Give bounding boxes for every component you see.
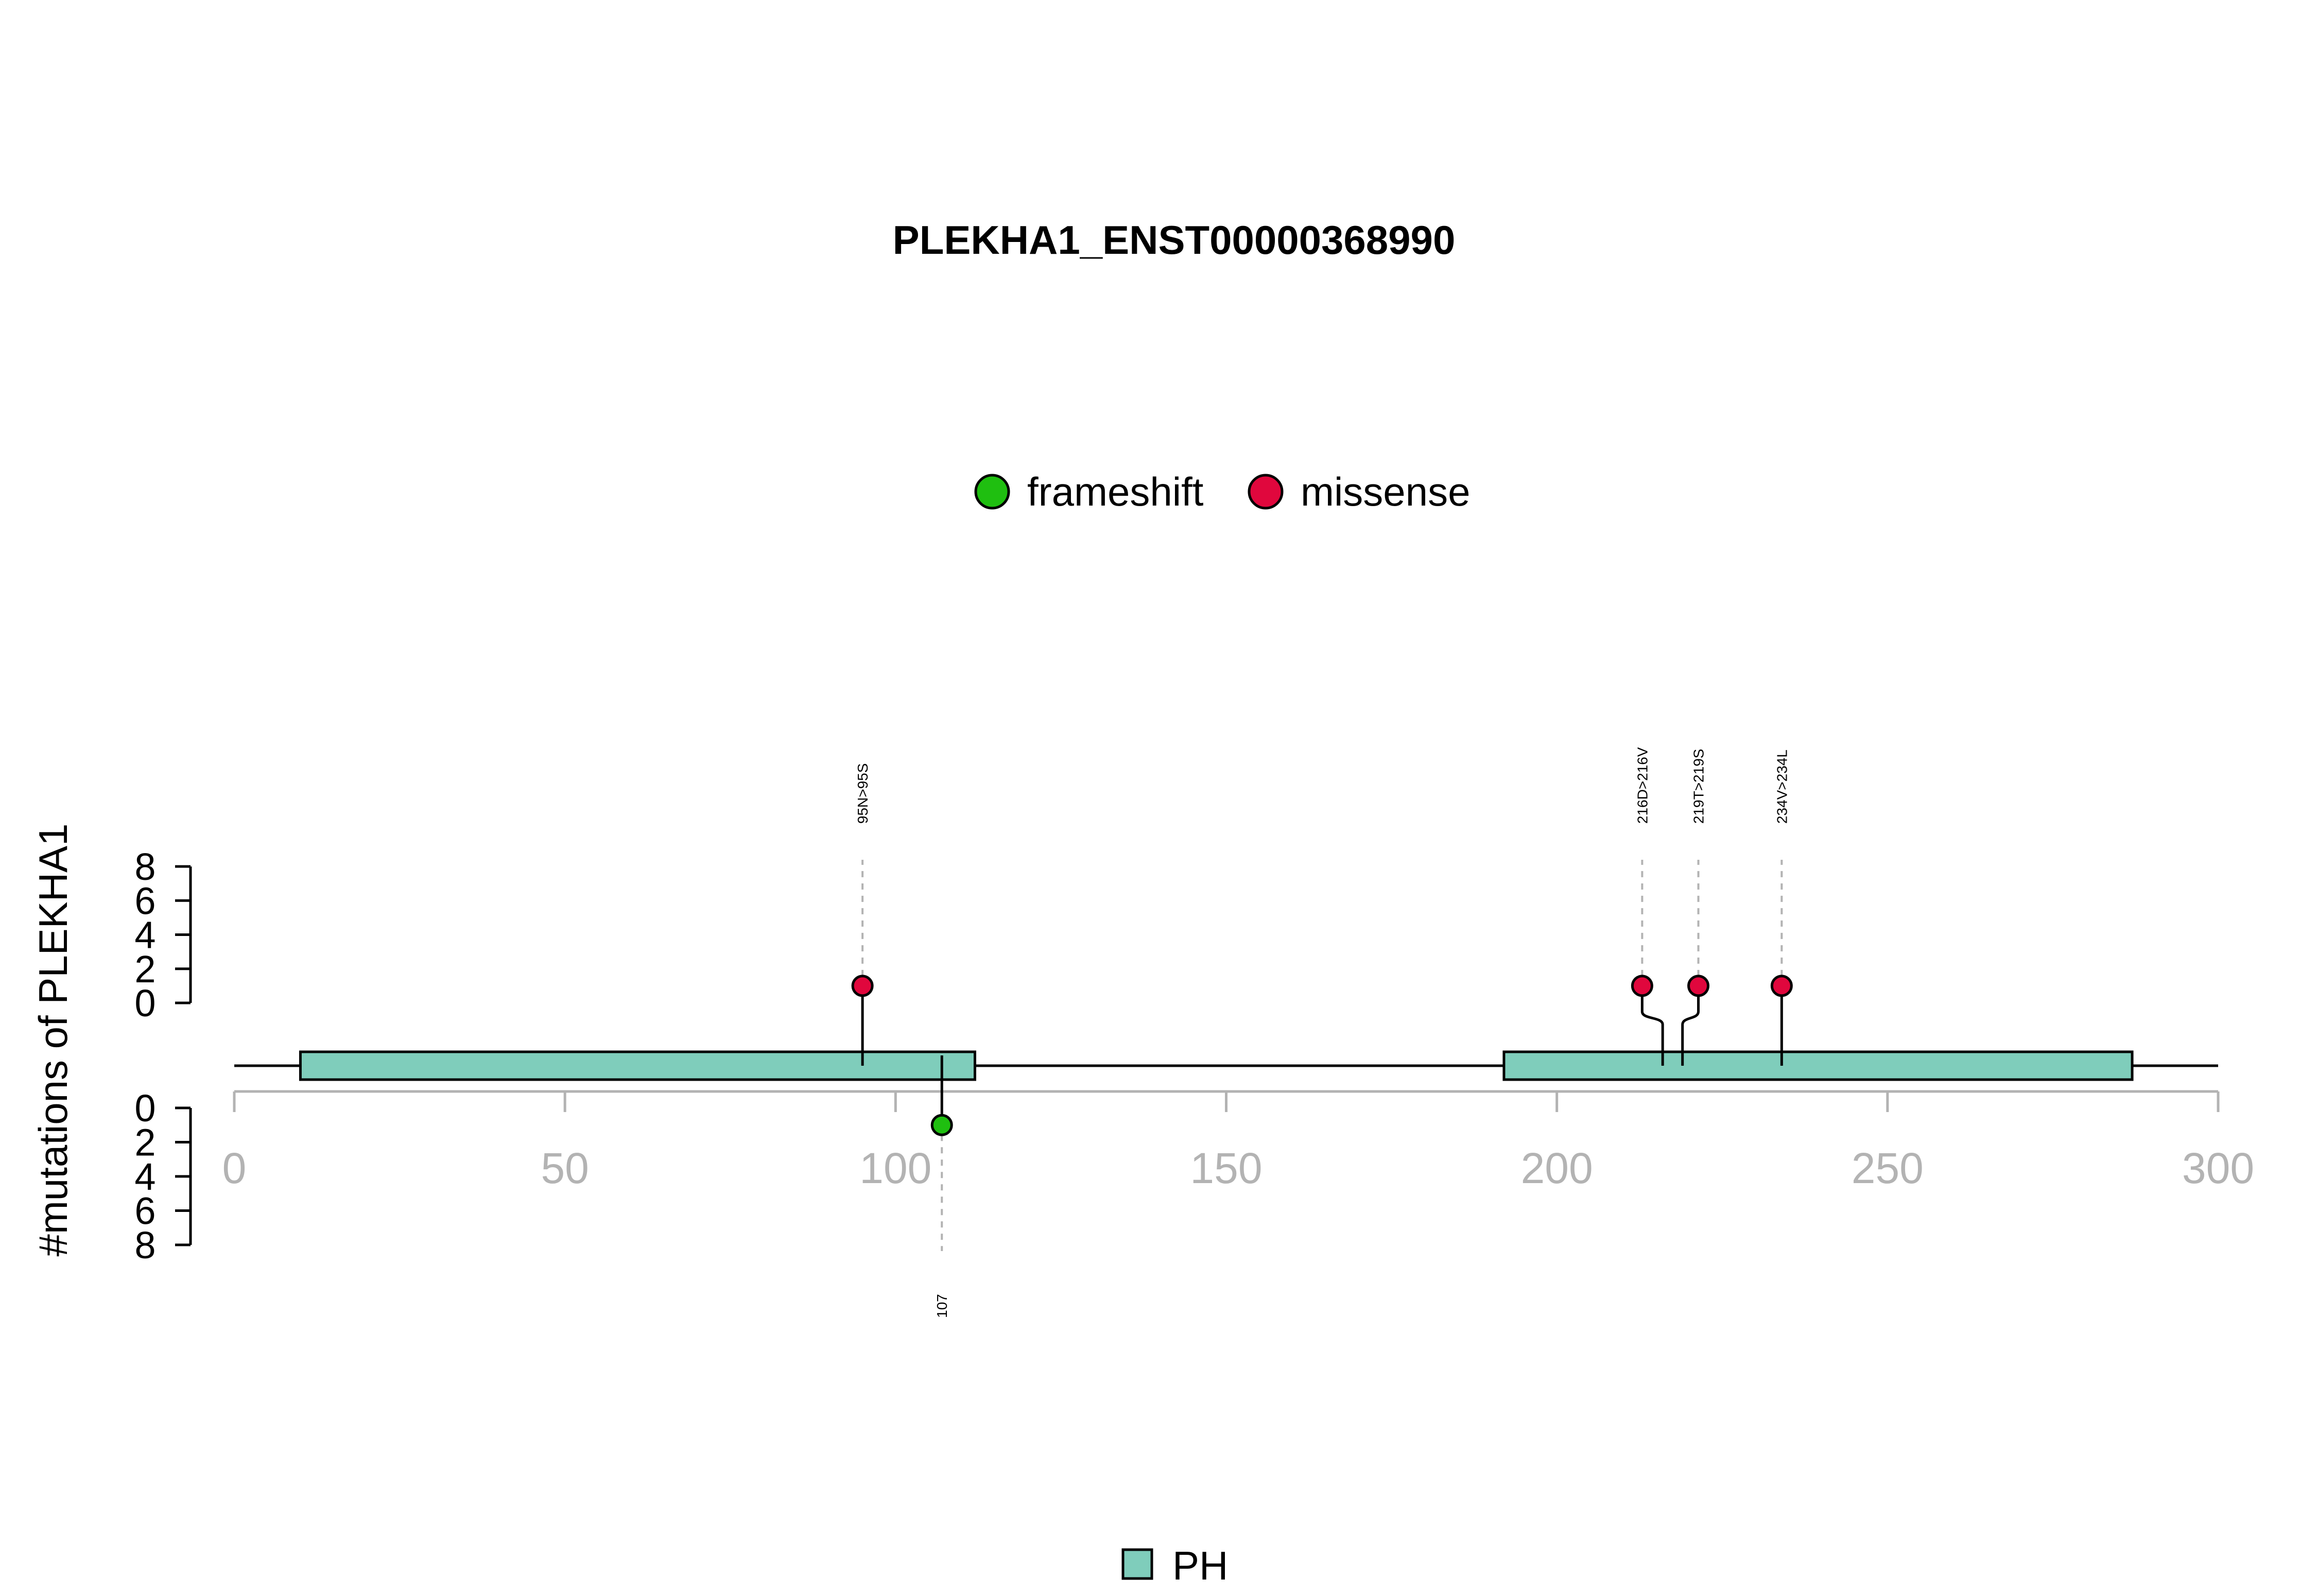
legend-label-frameshift: frameshift: [1027, 469, 1204, 514]
mutation-label-219T>219S: 219T>219S: [1691, 749, 1707, 824]
mutation-label-95N>95S: 95N>95S: [855, 763, 871, 824]
lower-y-tick-label: 8: [134, 1224, 155, 1267]
mutation-marker-234V>234L: [1770, 975, 1793, 997]
mutation-marker-216D>216V: [1631, 975, 1653, 997]
upper-y-tick-label: 2: [134, 948, 155, 991]
mutation-stem-219T>219S: [1681, 985, 1700, 1066]
lower-y-tick-label: 4: [134, 1155, 155, 1198]
x-tick-label: 200: [1521, 1144, 1593, 1192]
x-tick-label: 100: [859, 1144, 931, 1192]
x-tick-label: 0: [222, 1144, 247, 1192]
mutation-marker-95N>95S: [851, 975, 874, 997]
y-axis-label: #mutations of PLEKHA1: [30, 823, 76, 1256]
domain-legend: PH: [1121, 1543, 1228, 1588]
legend-label-PH: PH: [1172, 1543, 1228, 1588]
legend-swatch-PH: [1121, 1548, 1153, 1580]
mutation-label-216D>216V: 216D>216V: [1634, 747, 1650, 824]
x-tick-label: 50: [541, 1144, 589, 1192]
mutation-marker-219T>219S: [1687, 975, 1710, 997]
mutation-marker-lower-107: [930, 1114, 953, 1136]
legend-marker-frameshift: [974, 474, 1010, 510]
x-tick-label: 250: [1852, 1144, 1924, 1192]
upper-y-tick-label: 6: [134, 879, 155, 922]
x-tick-label: 150: [1190, 1144, 1262, 1192]
upper-y-tick-label: 8: [134, 845, 155, 888]
mutation-lollipops: 95N>95S 216D>216V 219T>219S 234V>234L 107: [851, 747, 1793, 1318]
domain-PH-1: [299, 1050, 976, 1081]
lower-y-tick-label: 0: [134, 1087, 155, 1130]
x-axis: 0 50 100 150 200 250 300: [222, 1090, 2254, 1192]
lower-y-tick-label: 6: [134, 1190, 155, 1233]
mutation-label-234V>234L: 234V>234L: [1774, 750, 1790, 824]
x-tick-label: 300: [2182, 1144, 2254, 1192]
lower-y-tick-label: 2: [134, 1121, 155, 1164]
upper-y-tick-label: 4: [134, 914, 155, 957]
chart-title: PLEKHA1_ENST00000368990: [893, 217, 1456, 263]
domain-PH-2: [1502, 1050, 2134, 1081]
upper-y-tick-label: 0: [134, 982, 155, 1025]
mutation-type-legend: frameshift missense: [974, 469, 1470, 514]
legend-marker-missense: [1248, 474, 1284, 510]
mutation-label-lower-107: 107: [934, 1294, 950, 1318]
mutation-stem-216D>216V: [1640, 985, 1664, 1066]
legend-label-missense: missense: [1301, 469, 1470, 514]
